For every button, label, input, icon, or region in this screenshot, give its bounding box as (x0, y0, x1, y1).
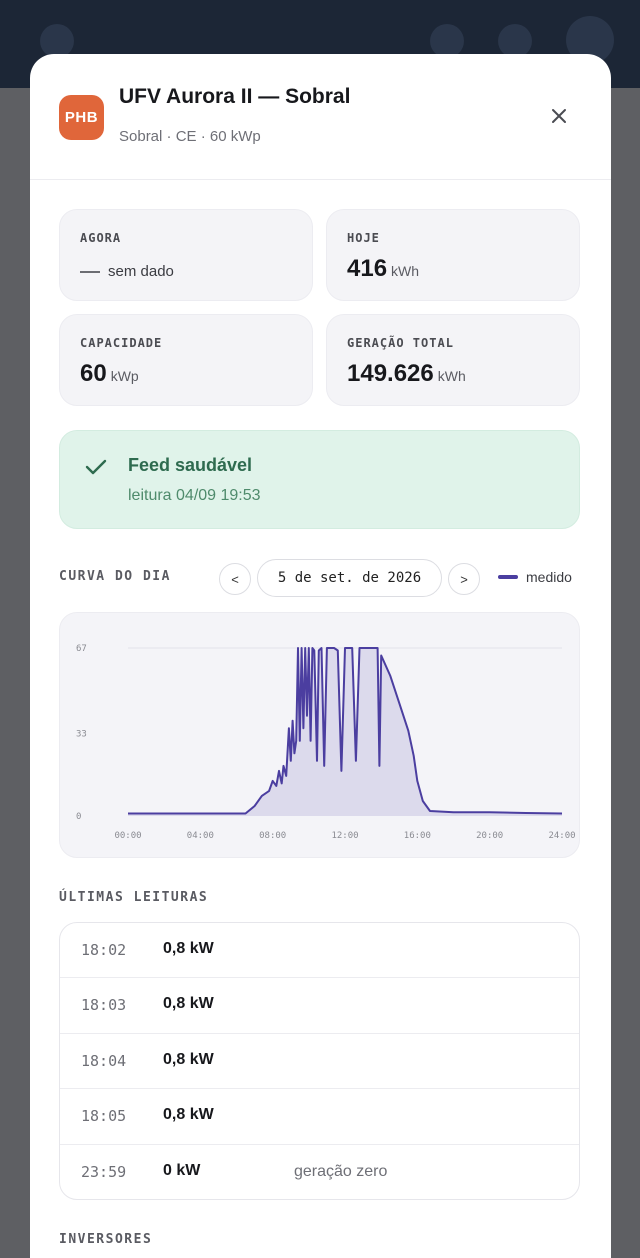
stat-total: GERAÇÃO TOTAL 149.626 kWh (326, 314, 580, 406)
table-row: 18:05 0,8 kW (60, 1089, 579, 1145)
stat-today: HOJE 416 kWh (326, 209, 580, 301)
reading-time: 18:03 (81, 996, 127, 1015)
site-title: UFV Aurora II — Sobral (119, 85, 351, 108)
background-menu-icon (40, 24, 74, 58)
check-icon (85, 459, 107, 475)
readings-list: 18:02 0,8 kW 18:03 0,8 kW 18:04 0,8 kW 18:05 0,… (59, 922, 580, 1200)
y-tick-label: 0 (76, 812, 81, 822)
chevron-right-icon: > (460, 571, 468, 587)
reading-time: 18:02 (81, 941, 127, 959)
feed-status-card: Feed saudável leitura 04/09 19:53 (59, 430, 580, 529)
stat-total-number: 149.626 (347, 360, 434, 387)
close-icon (552, 109, 566, 123)
background-search-icon (498, 24, 532, 58)
dash-icon (80, 270, 100, 273)
site-subtitle: Sobral · CE · 60 kWp (119, 128, 261, 145)
table-row: 18:03 0,8 kW (60, 978, 579, 1034)
stat-now-text: sem dado (108, 263, 174, 280)
x-tick-label: 12:00 (331, 831, 358, 841)
stat-total-label: GERAÇÃO TOTAL (347, 336, 454, 350)
reading-value: 0 kW (163, 1161, 201, 1179)
day-curve-svg: 0 33 67 00:00 04:00 08:00 12:00 16:00 20:00 24:00 (76, 644, 576, 841)
series-line-medido (128, 647, 563, 815)
stat-total-value: 149.626 kWh (347, 360, 466, 388)
x-tick-label: 00:00 (114, 831, 141, 841)
x-tick-label: 24:00 (548, 831, 575, 841)
y-tick-label: 33 (76, 729, 87, 739)
stat-now: AGORA sem dado (59, 209, 313, 301)
x-tick-label: 08:00 (259, 831, 286, 841)
reading-value: 0,8 kW (163, 995, 214, 1013)
reading-time: 18:04 (81, 1051, 127, 1070)
site-logo: PHB (59, 95, 104, 140)
stat-now-value: sem dado (80, 263, 174, 280)
close-button[interactable] (545, 102, 573, 130)
x-tick-label: 20:00 (476, 831, 503, 841)
y-tick-label: 67 (76, 644, 87, 654)
plant-detail-sheet: PHB UFV Aurora II — Sobral Sobral · CE ·… (30, 54, 611, 1258)
stat-now-label: AGORA (80, 231, 122, 245)
background-bell-icon (430, 24, 464, 58)
legend-swatch (498, 575, 518, 579)
stat-today-label: HOJE (347, 231, 380, 245)
curve-section-label: CURVA DO DIA (59, 569, 171, 584)
reading-time: 23:59 (81, 1162, 127, 1181)
stat-capacity-unit: kWp (110, 368, 139, 384)
table-row: 18:02 0,8 kW (60, 923, 579, 979)
reading-value: 0,8 kW (163, 1050, 214, 1068)
inverters-section-label: INVERSORES (59, 1232, 153, 1247)
x-tick-label: 16:00 (404, 831, 431, 841)
stat-capacity: CAPACIDADE 60 kWp (59, 314, 313, 406)
table-row: 18:04 0,8 kW (60, 1034, 579, 1090)
sheet-header: PHB UFV Aurora II — Sobral Sobral · CE ·… (30, 54, 611, 180)
feed-status-title: Feed saudável (128, 455, 253, 475)
reading-note: geração zero (294, 1162, 388, 1180)
series-area-medido (128, 648, 562, 816)
stat-today-unit: kWh (391, 263, 420, 279)
feed-status-subtitle: leitura 04/09 19:53 (128, 487, 261, 504)
next-day-button[interactable]: > (448, 563, 480, 595)
table-row: 23:59 0 kW geração zero (60, 1145, 579, 1199)
stat-capacity-value: 60 kWp (80, 360, 139, 388)
reading-time: 18:05 (81, 1107, 127, 1126)
reading-value: 0,8 kW (163, 1106, 214, 1124)
reading-value: 0,8 kW (163, 940, 214, 957)
date-picker[interactable]: 5 de set. de 2026 (257, 559, 442, 597)
stat-capacity-number: 60 (80, 360, 107, 387)
x-tick-label: 04:00 (187, 831, 214, 841)
chart-legend: medido (498, 569, 572, 585)
prev-day-button[interactable]: < (219, 563, 251, 595)
stat-today-number: 416 (347, 255, 388, 282)
legend-label: medido (526, 569, 572, 585)
readings-section-label: ÚLTIMAS LEITURAS (59, 890, 209, 905)
day-curve-chart: 0 33 67 00:00 04:00 08:00 12:00 16:00 20:00 24:00 (59, 612, 580, 858)
stat-total-unit: kWh (437, 368, 466, 384)
stat-today-value: 416 kWh (347, 255, 419, 283)
stat-capacity-label: CAPACIDADE (80, 336, 163, 350)
chevron-left-icon: < (231, 571, 239, 587)
